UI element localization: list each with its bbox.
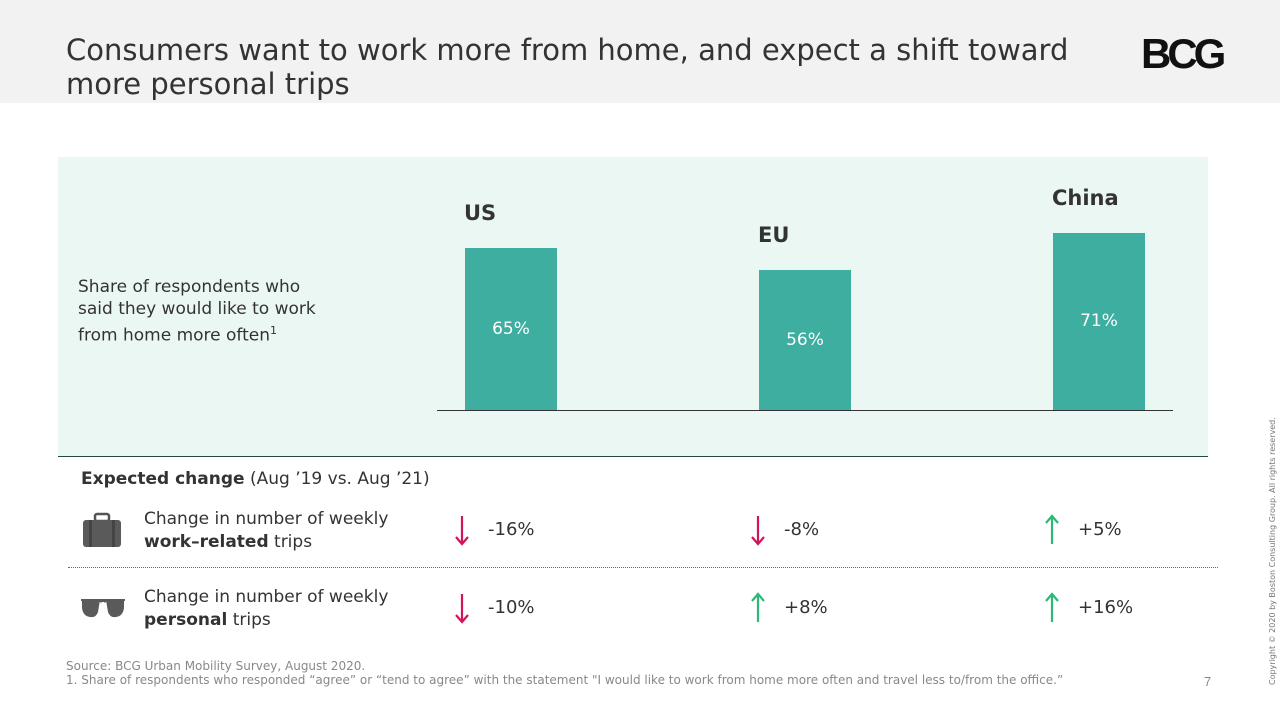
bar-china <box>1053 232 1145 410</box>
header-band <box>0 0 1280 103</box>
change-value: +5% <box>1078 519 1122 540</box>
source-note: Source: BCG Urban Mobility Survey, Augus… <box>66 659 366 673</box>
category-label-eu: EU <box>758 223 790 247</box>
bar-value-label-china: 71% <box>1080 311 1118 332</box>
footnotes: Source: BCG Urban Mobility Survey, Augus… <box>66 659 1063 687</box>
arrow-down-icon <box>455 513 469 547</box>
chart-panel <box>58 157 1208 456</box>
page-number: 7 <box>1204 674 1212 689</box>
bar-eu <box>759 270 851 410</box>
chart-baseline <box>437 410 1173 411</box>
arrow-up-icon <box>1045 513 1059 547</box>
row-label-personal: Change in number of weekly personal trip… <box>144 587 389 630</box>
copyright-notice: Copyright © 2020 by Boston Consulting Gr… <box>1268 417 1277 685</box>
change-value: -16% <box>488 519 535 540</box>
change-value: +8% <box>784 597 828 618</box>
arrow-up-icon <box>751 591 765 625</box>
row-divider <box>68 567 1218 568</box>
change-value: -10% <box>488 597 535 618</box>
bcg-logo: BCG <box>1141 30 1226 77</box>
expected-change-heading: Expected change (Aug ’19 vs. Aug ’21) <box>81 469 430 489</box>
bar-value-label-us: 65% <box>492 318 530 339</box>
briefcase-icon <box>80 512 124 555</box>
change-value: +16% <box>1078 597 1134 618</box>
bar-us <box>465 247 557 410</box>
bar-value-label-eu: 56% <box>786 330 824 350</box>
footnote-marker: 1 <box>270 324 277 337</box>
chart-ylabel: Share of respondents who said they would… <box>78 277 316 346</box>
page-title: Consumers want to work more from home, a… <box>66 33 1069 101</box>
change-value: -8% <box>784 519 820 540</box>
arrow-down-icon <box>751 513 765 547</box>
row-label-work: Change in number of weekly work–related … <box>144 509 389 552</box>
sunglasses-icon <box>80 596 126 625</box>
category-label-china: China <box>1052 185 1119 210</box>
arrow-up-icon <box>1045 591 1059 625</box>
footnote-1: 1. Share of respondents who responded “a… <box>66 673 1064 687</box>
category-label-us: US <box>464 200 497 225</box>
panel-divider <box>58 456 1208 457</box>
arrow-down-icon <box>455 591 469 625</box>
